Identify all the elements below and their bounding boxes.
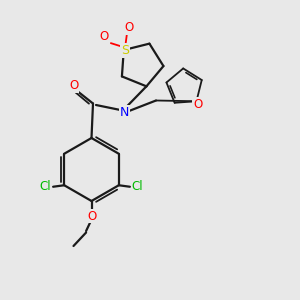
Text: N: N	[120, 106, 129, 119]
Text: Cl: Cl	[132, 180, 143, 193]
Text: O: O	[69, 79, 78, 92]
Text: O: O	[193, 98, 203, 111]
Text: S: S	[121, 44, 129, 56]
Text: O: O	[100, 30, 109, 43]
Text: O: O	[124, 21, 134, 34]
Text: Cl: Cl	[40, 180, 51, 193]
Text: O: O	[87, 209, 96, 223]
